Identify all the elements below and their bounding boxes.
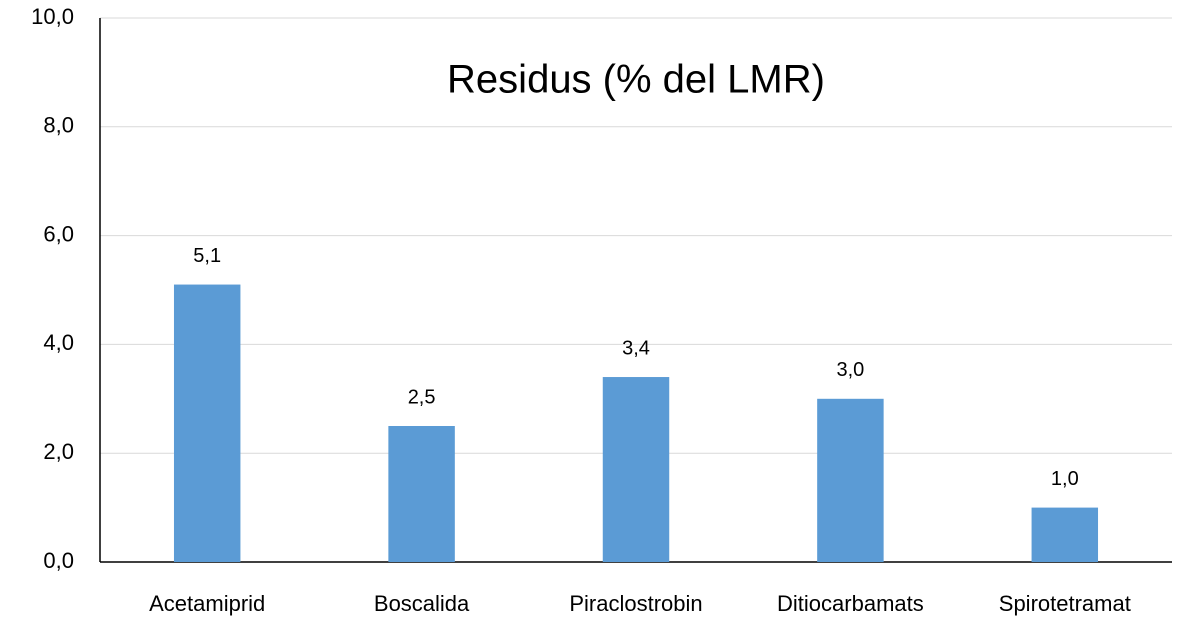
y-tick-label: 8,0 [43,113,74,138]
data-label: 3,0 [836,359,864,381]
bar [173,284,241,562]
bar [602,377,670,562]
bar [388,426,455,562]
data-label: 3,4 [622,337,650,359]
y-tick-label: 0,0 [43,548,74,573]
y-tick-label: 4,0 [43,330,74,355]
data-label: 5,1 [193,245,221,267]
x-tick-label: Spirotetramat [999,591,1131,616]
x-tick-label: Boscalida [374,591,470,616]
bar [1031,507,1099,562]
y-tick-label: 6,0 [43,221,74,246]
chart-title: Residus (% del LMR) [447,58,825,102]
data-label: 2,5 [408,386,436,408]
bar [817,398,884,562]
y-tick-label: 10,0 [31,4,74,29]
x-tick-label: Ditiocarbamats [777,591,924,616]
y-tick-label: 2,0 [43,439,74,464]
data-label: 1,0 [1051,468,1079,490]
x-tick-label: Acetamiprid [149,591,265,616]
x-tick-label: Piraclostrobin [569,591,702,616]
